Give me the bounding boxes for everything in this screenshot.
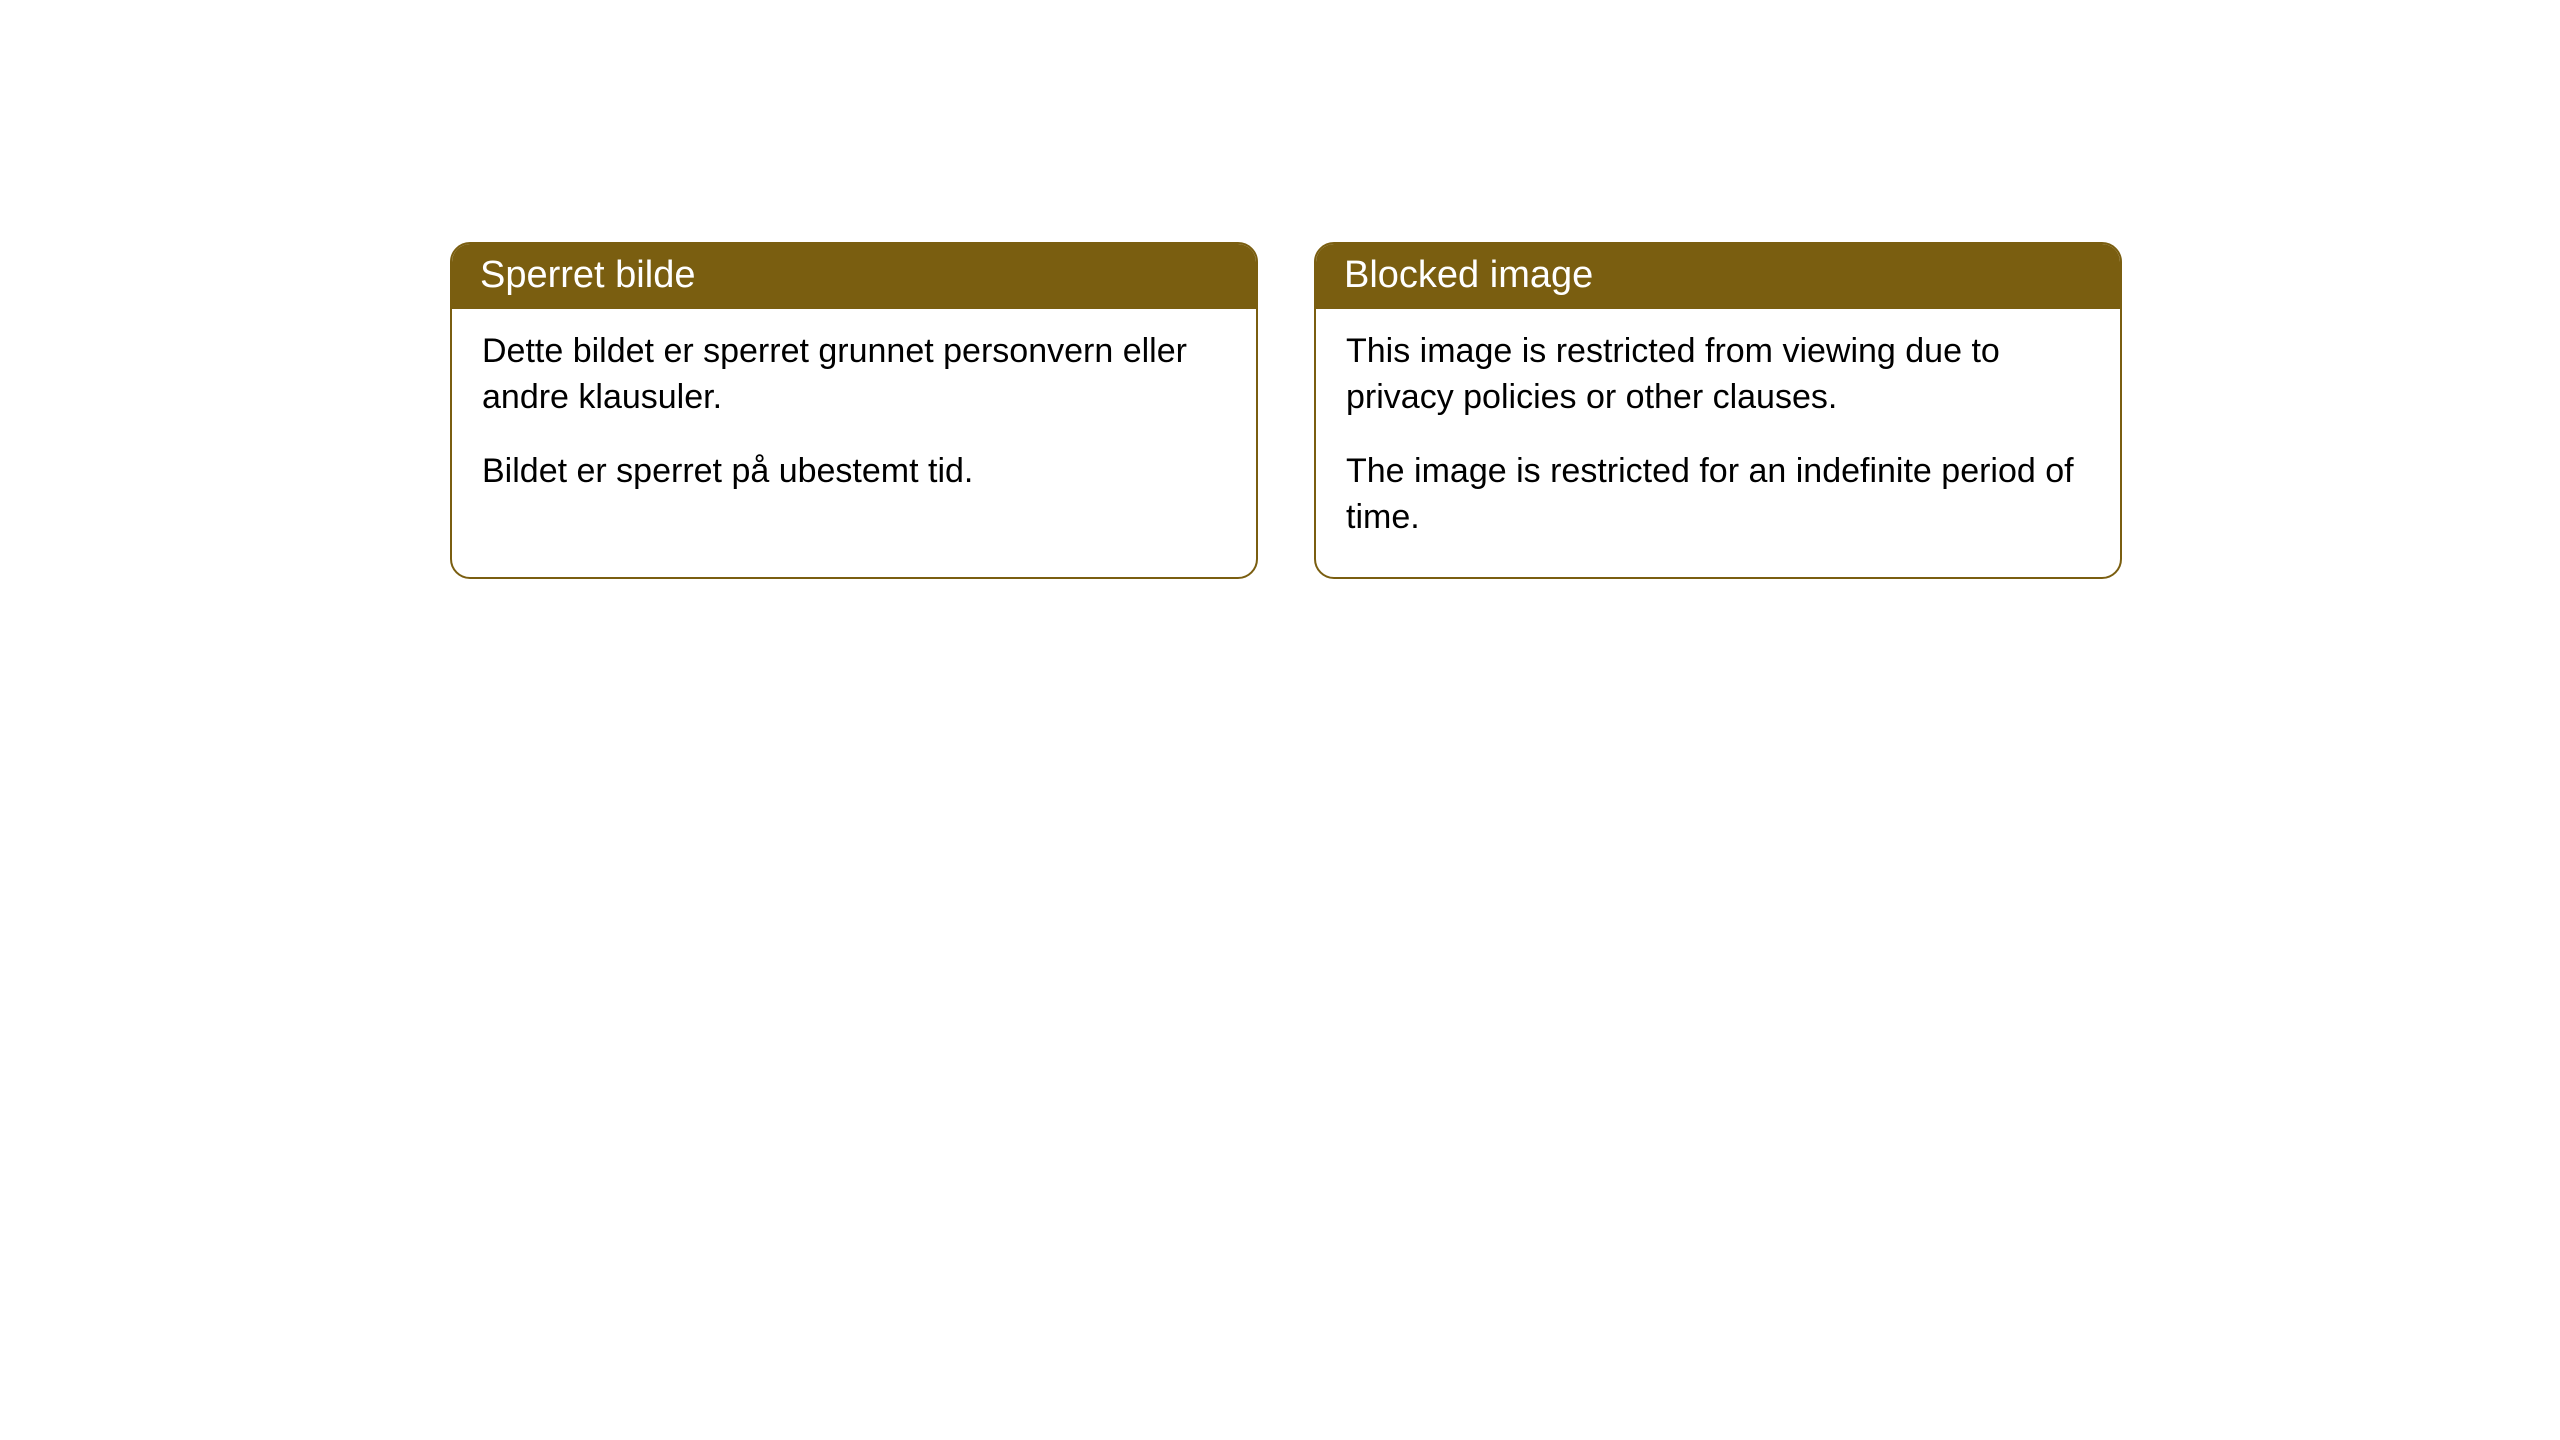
blocked-image-card-english: Blocked image This image is restricted f… xyxy=(1314,242,2122,579)
card-header-english: Blocked image xyxy=(1316,244,2120,309)
blocked-image-card-norwegian: Sperret bilde Dette bildet er sperret gr… xyxy=(450,242,1258,579)
card-header-norwegian: Sperret bilde xyxy=(452,244,1256,309)
card-body-norwegian: Dette bildet er sperret grunnet personve… xyxy=(452,309,1256,531)
notice-text-2-no: Bildet er sperret på ubestemt tid. xyxy=(482,449,1226,495)
card-body-english: This image is restricted from viewing du… xyxy=(1316,309,2120,577)
notice-text-2-en: The image is restricted for an indefinit… xyxy=(1346,449,2090,541)
notice-container: Sperret bilde Dette bildet er sperret gr… xyxy=(450,242,2122,579)
notice-text-1-no: Dette bildet er sperret grunnet personve… xyxy=(482,329,1226,421)
notice-text-1-en: This image is restricted from viewing du… xyxy=(1346,329,2090,421)
